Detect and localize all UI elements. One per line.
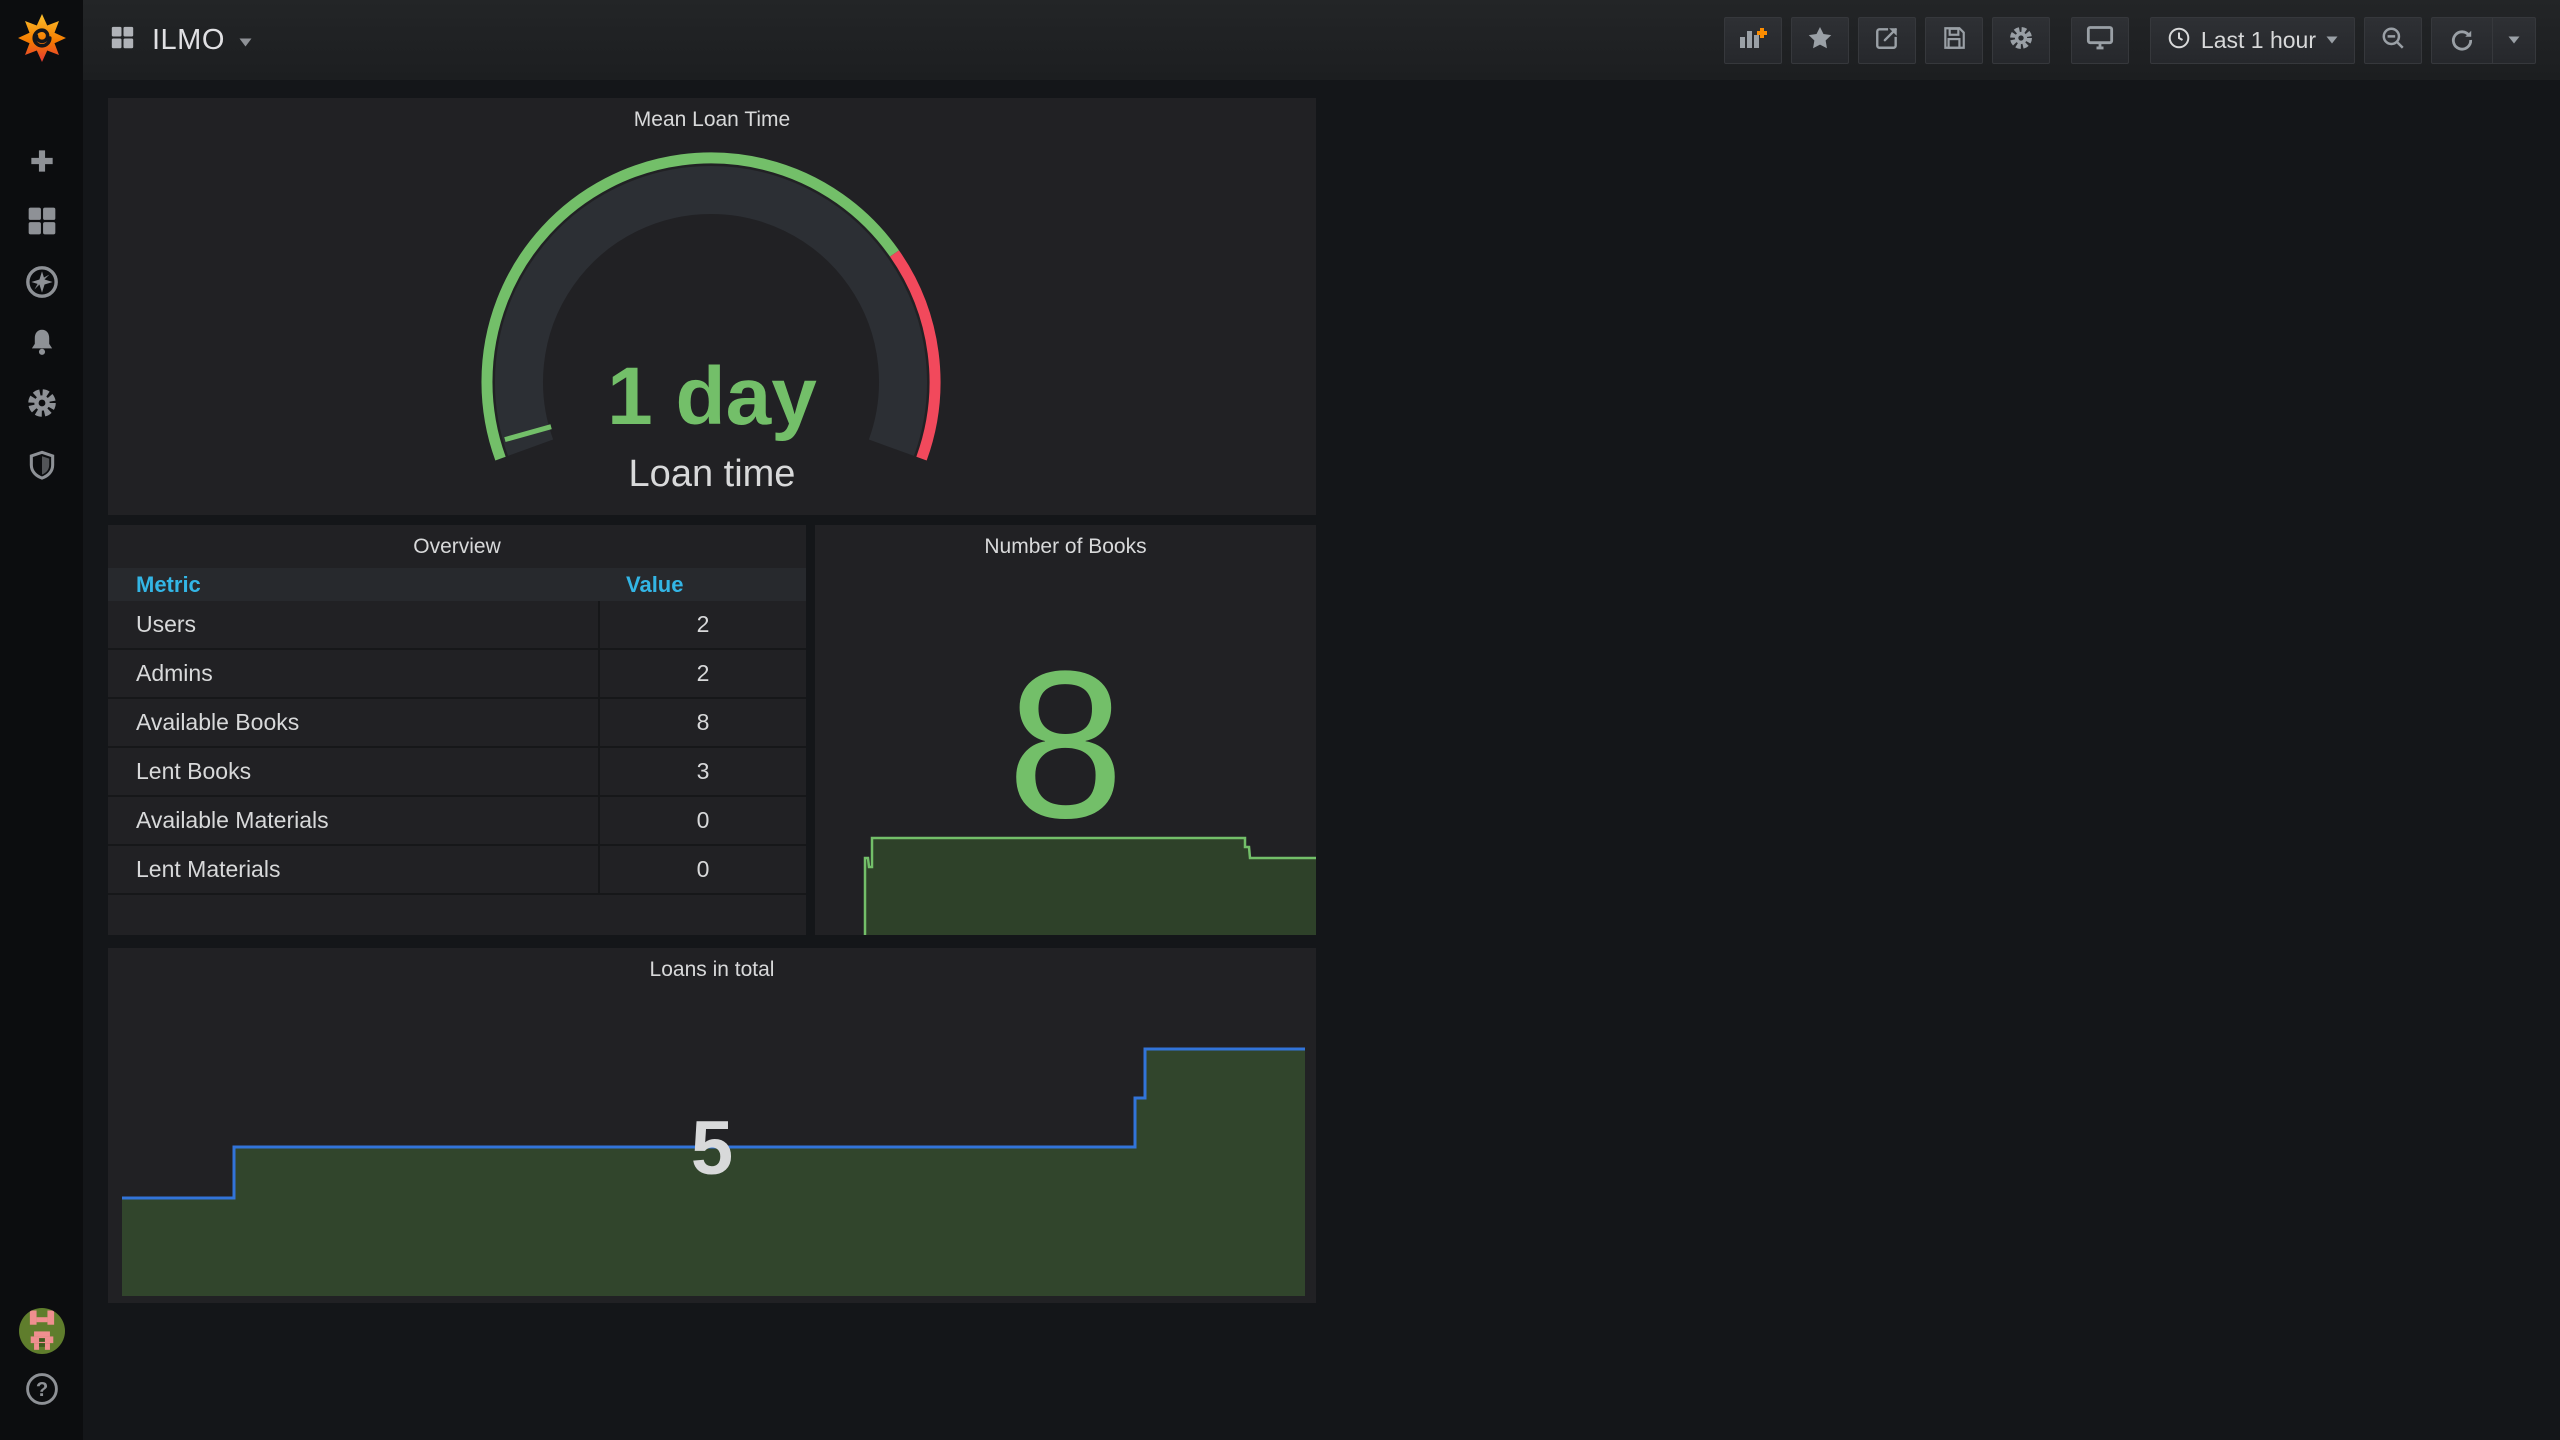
metric-cell: Available Materials (136, 807, 329, 833)
dashboard-title: ILMO (152, 23, 225, 56)
table-row: Available Books 8 (108, 699, 806, 748)
overview-table: Metric Value Users 2 Admins 2 Available … (108, 568, 806, 935)
value-cell: 0 (598, 846, 806, 893)
sidebar-item-alerting[interactable] (0, 314, 83, 374)
monitor-icon (2086, 25, 2114, 56)
add-panel-button[interactable] (1723, 16, 1782, 64)
compass-icon (25, 265, 59, 304)
save-button[interactable] (1924, 16, 1983, 64)
sidebar-item-explore[interactable] (0, 254, 83, 314)
gauge-chart (481, 152, 941, 461)
gauge-unit-label: Loan time (628, 453, 796, 495)
sidebar: ? (0, 0, 83, 1440)
panel-overview: Overview Metric Value Users 2 Admins 2 A… (108, 525, 806, 935)
time-range-label: Last 1 hour (2200, 26, 2316, 53)
metric-cell: Lent Books (136, 758, 252, 784)
dashboard-picker[interactable]: ILMO (109, 24, 252, 57)
help-button[interactable]: ? (0, 1368, 83, 1414)
metric-cell: Users (136, 611, 197, 637)
sidebar-item-dashboards[interactable] (0, 193, 83, 253)
gear-icon (25, 386, 59, 425)
panel-title[interactable]: Mean Loan Time (633, 108, 791, 131)
column-header-value[interactable]: Value (626, 571, 684, 597)
gear-icon (2007, 24, 2035, 57)
chevron-down-icon (2326, 31, 2338, 49)
gauge-value: 1 day (607, 351, 817, 442)
gauge-threshold-red (889, 250, 941, 461)
settings-button[interactable] (1991, 16, 2050, 64)
dashboards-grid-icon (26, 205, 58, 242)
cycle-view-button[interactable] (2070, 16, 2129, 64)
avatar-image (18, 1308, 65, 1354)
sidebar-item-configuration[interactable] (0, 375, 83, 435)
star-icon (1807, 25, 1833, 56)
clock-icon (2167, 26, 2191, 55)
user-avatar[interactable] (0, 1305, 83, 1357)
svg-text:?: ? (35, 1378, 47, 1400)
plus-icon (26, 145, 58, 182)
value-cell: 3 (598, 748, 806, 795)
refresh-button[interactable] (2432, 18, 2492, 63)
sidebar-item-create[interactable] (0, 133, 83, 193)
table-row: Users 2 (108, 601, 806, 650)
search-minus-icon (2380, 25, 2406, 56)
dashboard-grid-icon (109, 24, 136, 56)
books-big-value: 8 (1007, 627, 1124, 862)
star-button[interactable] (1790, 16, 1849, 64)
question-mark-icon: ? (24, 1371, 60, 1412)
loans-sparkline (122, 1047, 1305, 1296)
save-icon (1941, 25, 1967, 56)
gauge-value-marker (504, 424, 552, 443)
bell-icon (26, 326, 58, 363)
panel-title[interactable]: Number of Books (984, 535, 1147, 558)
table-row: Lent Materials 0 (108, 846, 806, 895)
chevron-down-icon (239, 34, 252, 52)
grafana-logo[interactable] (17, 12, 67, 64)
add-panel-icon (1738, 25, 1768, 56)
table-row: Available Materials 0 (108, 797, 806, 846)
panel-title[interactable]: Overview (413, 535, 501, 558)
dashboard-toolbar: Last 1 hour (1723, 16, 2536, 64)
share-button[interactable] (1857, 16, 1916, 64)
value-cell: 8 (598, 699, 806, 746)
shield-icon (26, 449, 58, 486)
table-row: Admins 2 (108, 650, 806, 699)
value-cell: 2 (598, 601, 806, 648)
panel-number-of-books: Number of Books 8 (815, 525, 1316, 935)
zoom-out-button[interactable] (2364, 16, 2422, 64)
books-sparkline (863, 836, 1316, 935)
gauge-threshold-green (481, 152, 900, 461)
metric-cell: Admins (136, 660, 213, 686)
panel-loans-in-total: Loans in total 5 (108, 948, 1316, 1303)
column-header-metric[interactable]: Metric (136, 571, 201, 597)
panel-title[interactable]: Loans in total (649, 958, 775, 981)
time-range-picker[interactable]: Last 1 hour (2149, 16, 2355, 64)
table-row: Lent Books 3 (108, 748, 806, 797)
metric-cell: Available Books (136, 709, 300, 735)
share-icon (1874, 25, 1900, 56)
panel-mean-loan-time: Mean Loan Time 1 day Loan time (108, 98, 1316, 515)
value-cell: 0 (598, 797, 806, 844)
refresh-interval-dropdown[interactable] (2492, 17, 2535, 63)
top-navbar: ILMO (83, 0, 2560, 80)
loans-big-value: 5 (690, 1106, 734, 1191)
sidebar-item-server-admin[interactable] (0, 437, 83, 497)
refresh-button-group (2431, 16, 2536, 64)
metric-cell: Lent Materials (136, 856, 281, 882)
value-cell: 2 (598, 650, 806, 697)
